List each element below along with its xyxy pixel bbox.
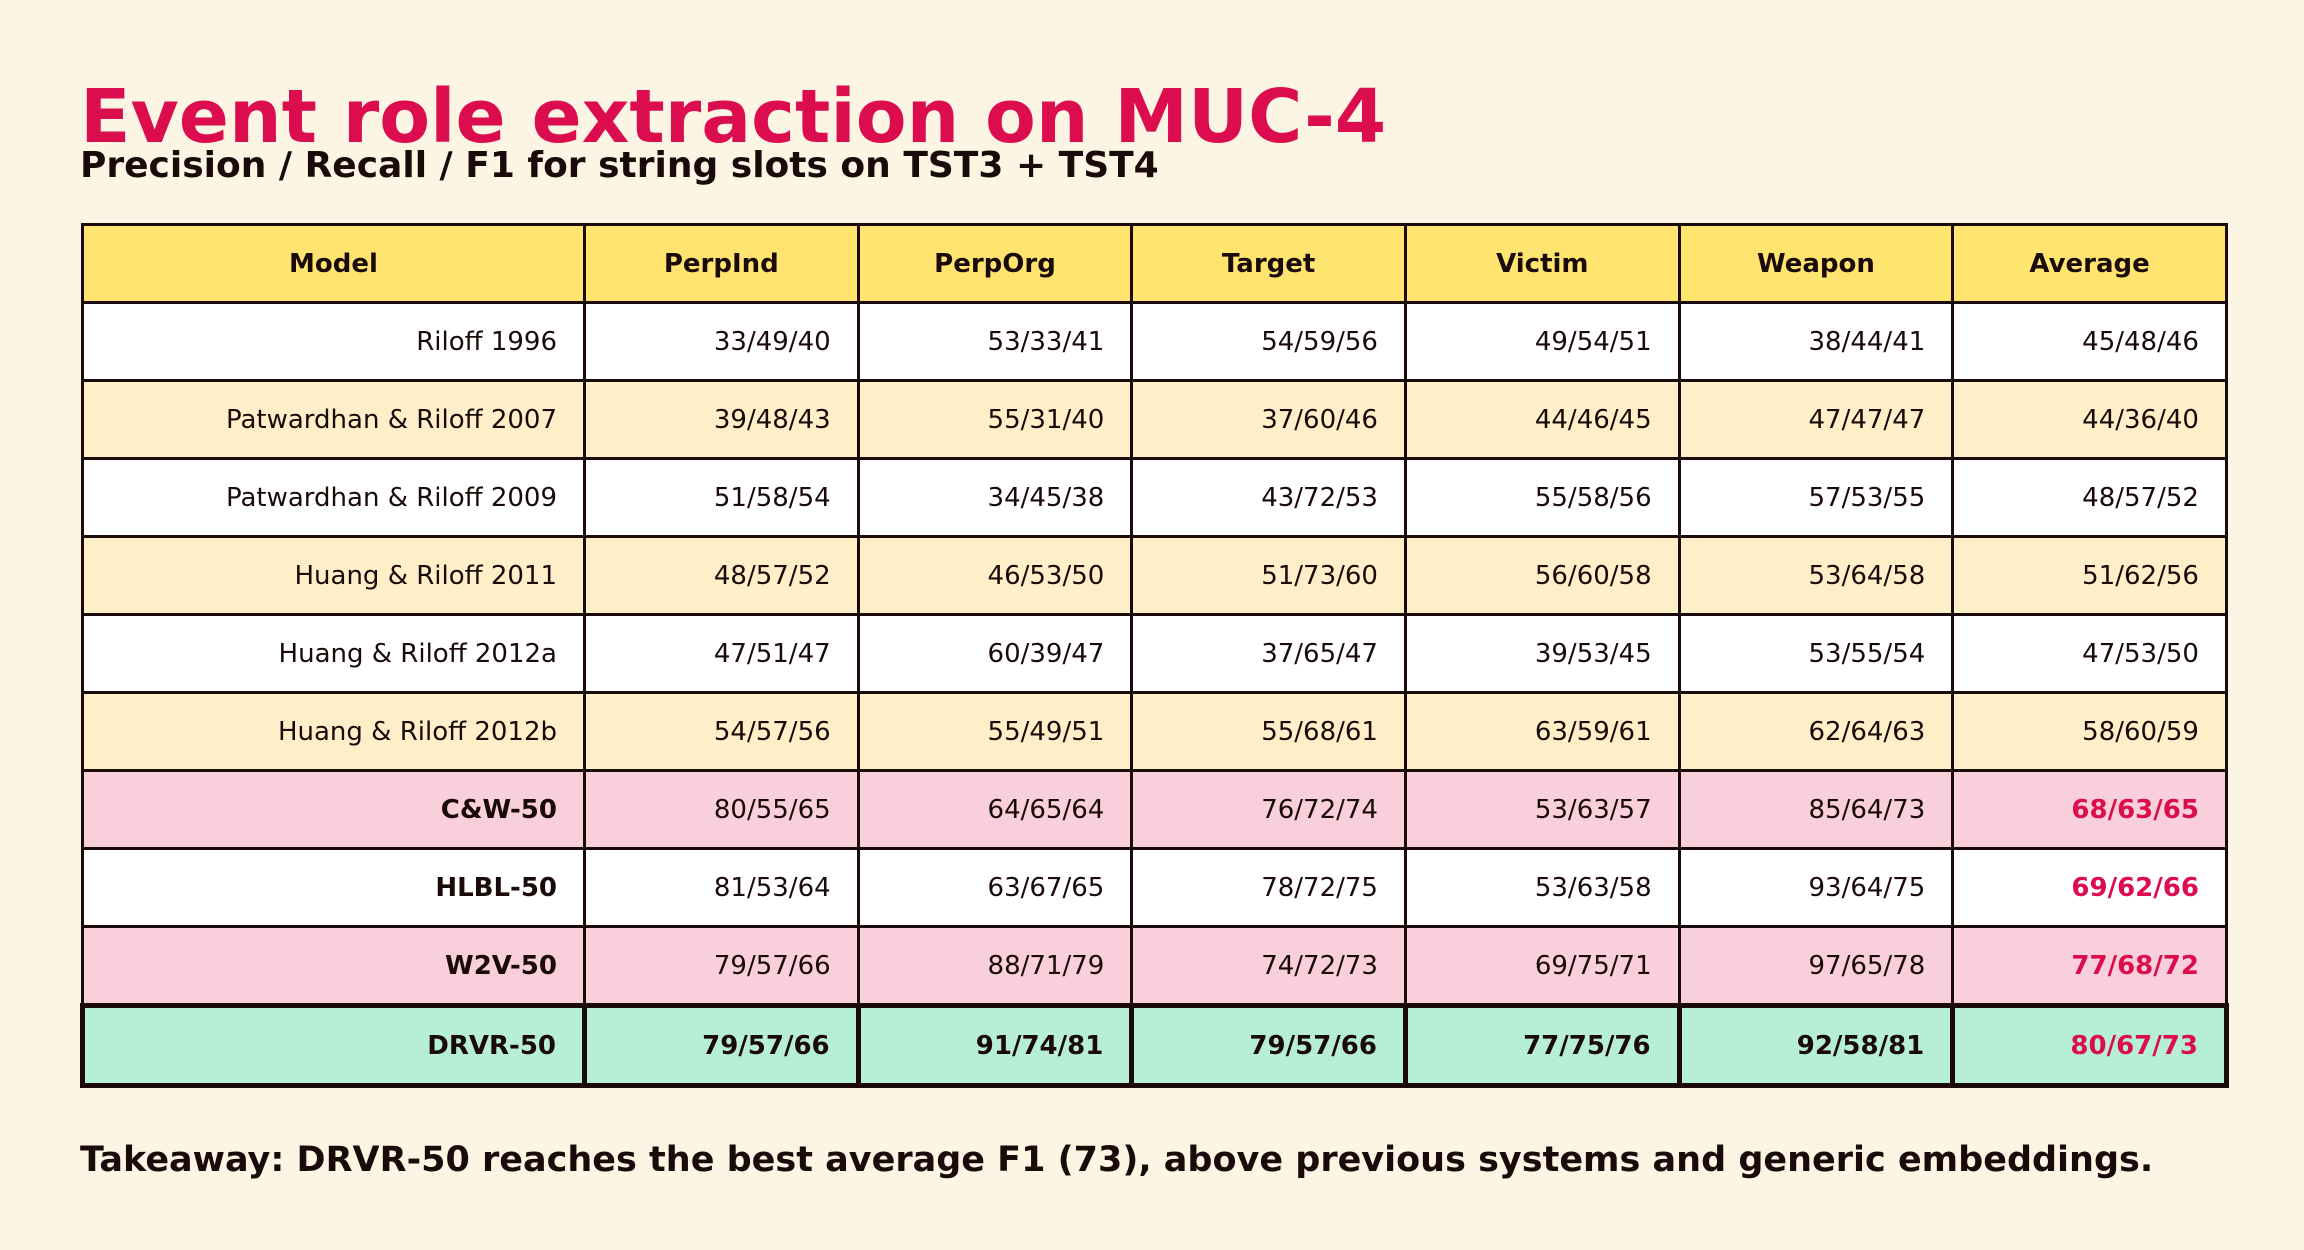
table-row: DRVR-50 79/57/66 91/74/81 79/57/66 77/75/76 9… bbox=[80, 1003, 2229, 1088]
cell-average: 58/60/59 bbox=[1951, 691, 2228, 772]
header-perporg: PerpOrg bbox=[856, 223, 1134, 304]
cell-victim: 69/75/71 bbox=[1403, 925, 1681, 1007]
cell-model: Huang & Riloff 2011 bbox=[81, 535, 586, 616]
table-row: Huang & Riloff 2012b 54/57/56 55/49/51 55/6… bbox=[81, 691, 2228, 772]
cell-perporg: 60/39/47 bbox=[856, 613, 1134, 694]
cell-perpind: 81/53/64 bbox=[583, 847, 860, 928]
header-row: Model PerpInd PerpOrg Target Victim Weap… bbox=[81, 223, 2228, 304]
cell-weapon: 47/47/47 bbox=[1677, 379, 1955, 460]
cell-victim: 53/63/58 bbox=[1403, 847, 1681, 928]
cell-perporg: 63/67/65 bbox=[856, 847, 1134, 928]
cell-weapon: 53/55/54 bbox=[1677, 613, 1955, 694]
cell-perporg: 46/53/50 bbox=[856, 535, 1134, 616]
cell-model: Patwardhan & Riloff 2007 bbox=[81, 379, 586, 460]
cell-target: 79/57/66 bbox=[1129, 1003, 1408, 1088]
cell-perpind: 79/57/66 bbox=[583, 925, 860, 1007]
cell-target: 74/72/73 bbox=[1130, 925, 1407, 1007]
cell-model: Huang & Riloff 2012b bbox=[81, 691, 586, 772]
cell-average: 51/62/56 bbox=[1951, 535, 2228, 616]
cell-perpind: 48/57/52 bbox=[583, 535, 860, 616]
table-row: Patwardhan & Riloff 2007 39/48/43 55/31/40… bbox=[81, 379, 2228, 460]
cell-model: HLBL-50 bbox=[81, 847, 586, 928]
cell-perporg: 53/33/41 bbox=[856, 301, 1134, 382]
cell-model: W2V-50 bbox=[81, 925, 586, 1007]
cell-average: 69/62/66 bbox=[1951, 847, 2228, 928]
header-victim: Victim bbox=[1403, 223, 1681, 304]
cell-target: 76/72/74 bbox=[1130, 769, 1407, 850]
cell-target: 54/59/56 bbox=[1130, 301, 1407, 382]
cell-model: C&W-50 bbox=[81, 769, 586, 850]
table-row: Huang & Riloff 2012a 47/51/47 60/39/47 37/6… bbox=[81, 613, 2228, 694]
cell-victim: 56/60/58 bbox=[1403, 535, 1681, 616]
cell-perporg: 91/74/81 bbox=[855, 1003, 1135, 1088]
cell-weapon: 93/64/75 bbox=[1677, 847, 1955, 928]
cell-target: 78/72/75 bbox=[1130, 847, 1407, 928]
cell-perporg: 64/65/64 bbox=[856, 769, 1134, 850]
header-target: Target bbox=[1130, 223, 1407, 304]
cell-weapon: 38/44/41 bbox=[1677, 301, 1955, 382]
table-row: Riloff 1996 33/49/40 53/33/41 54/59/56 49/54… bbox=[81, 301, 2228, 382]
cell-victim: 53/63/57 bbox=[1403, 769, 1681, 850]
cell-victim: 39/53/45 bbox=[1403, 613, 1681, 694]
cell-model: Patwardhan & Riloff 2009 bbox=[81, 457, 586, 538]
table-row: C&W-50 80/55/65 64/65/64 76/72/74 53/63/57 85… bbox=[81, 769, 2228, 850]
cell-target: 37/60/46 bbox=[1130, 379, 1407, 460]
table-body: Riloff 1996 33/49/40 53/33/41 54/59/56 49/54… bbox=[80, 301, 2229, 1088]
table-row: W2V-50 79/57/66 88/71/79 74/72/73 69/75/71 97… bbox=[81, 925, 2228, 1007]
cell-target: 51/73/60 bbox=[1130, 535, 1407, 616]
header-weapon: Weapon bbox=[1677, 223, 1955, 304]
cell-target: 55/68/61 bbox=[1130, 691, 1407, 772]
cell-victim: 44/46/45 bbox=[1403, 379, 1681, 460]
cell-perpind: 54/57/56 bbox=[583, 691, 860, 772]
cell-perporg: 34/45/38 bbox=[856, 457, 1134, 538]
header-model: Model bbox=[81, 223, 586, 304]
cell-weapon: 57/53/55 bbox=[1677, 457, 1955, 538]
table-row: HLBL-50 81/53/64 63/67/65 78/72/75 53/63/58 9… bbox=[81, 847, 2228, 928]
table-row: Huang & Riloff 2011 48/57/52 46/53/50 51/73… bbox=[81, 535, 2228, 616]
header-average: Average bbox=[1951, 223, 2228, 304]
cell-perpind: 51/58/54 bbox=[583, 457, 860, 538]
cell-perpind: 80/55/65 bbox=[583, 769, 860, 850]
cell-perporg: 88/71/79 bbox=[856, 925, 1134, 1007]
cell-weapon: 53/64/58 bbox=[1677, 535, 1955, 616]
cell-model: DRVR-50 bbox=[80, 1003, 587, 1088]
cell-average: 48/57/52 bbox=[1951, 457, 2228, 538]
takeaway-note: Takeaway: DRVR-50 reaches the best avera… bbox=[80, 1140, 2154, 1180]
cell-model: Huang & Riloff 2012a bbox=[81, 613, 586, 694]
cell-average: 80/67/73 bbox=[1950, 1003, 2229, 1088]
cell-perpind: 33/49/40 bbox=[583, 301, 860, 382]
cell-weapon: 97/65/78 bbox=[1677, 925, 1955, 1007]
cell-perpind: 79/57/66 bbox=[582, 1003, 861, 1088]
table-row: Patwardhan & Riloff 2009 51/58/54 34/45/38… bbox=[81, 457, 2228, 538]
cell-perpind: 39/48/43 bbox=[583, 379, 860, 460]
cell-victim: 55/58/56 bbox=[1403, 457, 1681, 538]
cell-average: 44/36/40 bbox=[1951, 379, 2228, 460]
cell-model: Riloff 1996 bbox=[81, 301, 586, 382]
cell-perporg: 55/49/51 bbox=[856, 691, 1134, 772]
cell-weapon: 85/64/73 bbox=[1677, 769, 1955, 850]
header-perpind: PerpInd bbox=[583, 223, 860, 304]
cell-victim: 77/75/76 bbox=[1402, 1003, 1682, 1088]
cell-average: 45/48/46 bbox=[1951, 301, 2228, 382]
cell-average: 47/53/50 bbox=[1951, 613, 2228, 694]
results-table: Model PerpInd PerpOrg Target Victim Weap… bbox=[80, 223, 2229, 1088]
cell-target: 37/65/47 bbox=[1130, 613, 1407, 694]
cell-average: 68/63/65 bbox=[1951, 769, 2228, 850]
cell-weapon: 62/64/63 bbox=[1677, 691, 1955, 772]
cell-target: 43/72/53 bbox=[1130, 457, 1407, 538]
cell-victim: 49/54/51 bbox=[1403, 301, 1681, 382]
cell-victim: 63/59/61 bbox=[1403, 691, 1681, 772]
cell-perpind: 47/51/47 bbox=[583, 613, 860, 694]
cell-average: 77/68/72 bbox=[1951, 925, 2228, 1007]
cell-weapon: 92/58/81 bbox=[1676, 1003, 1956, 1088]
chart-title: Event role extraction on MUC-4 bbox=[80, 74, 1387, 160]
cell-perporg: 55/31/40 bbox=[856, 379, 1134, 460]
chart-subtitle: Precision / Recall / F1 for string slots… bbox=[80, 145, 1159, 186]
